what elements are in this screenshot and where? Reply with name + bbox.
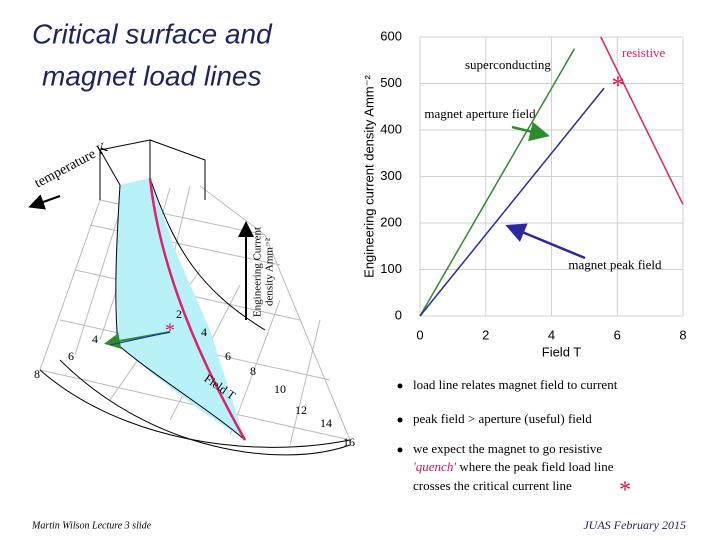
temperature-tick: 6 (68, 349, 74, 363)
x-tick-label: 4 (548, 327, 555, 342)
y-tick-label: 100 (380, 261, 402, 276)
marker: * (165, 320, 175, 342)
field-tick: 8 (250, 364, 256, 378)
x-tick-label: 6 (614, 327, 621, 342)
bullet-text: where the peak field load line (459, 459, 613, 474)
annotation: resistive (622, 45, 666, 60)
y-tick-label: 500 (380, 75, 402, 90)
field-tick: 4 (201, 325, 207, 339)
field-tick: 6 (225, 349, 231, 363)
field-tick: 16 (343, 435, 355, 449)
footer-left: Martin Wilson Lecture 3 slide (31, 520, 152, 531)
annotation: superconducting (465, 57, 551, 72)
x-tick-label: 2 (482, 327, 489, 342)
x-tick-label: 0 (416, 327, 423, 342)
temperature-tick: 2 (176, 307, 182, 321)
y-axis-label: Engineering current density Amm⁻² (361, 74, 376, 277)
annotation: magnet peak field (568, 257, 662, 272)
field-tick: 12 (295, 403, 307, 417)
temperature-tick: 8 (34, 367, 40, 381)
bullet: peak field > aperture (useful) field (413, 411, 592, 426)
critical-surface-diagram (28, 139, 351, 456)
temperature-label: temperature K (32, 140, 110, 191)
current-label: Engineering Current (252, 227, 264, 317)
x-axis-label: Field T (542, 344, 582, 359)
footer-right: JUAS February 2015 (583, 518, 686, 532)
bullet: 'quench' where the peak field load line (413, 459, 614, 474)
marker: * (619, 478, 631, 504)
bullet: load line relates magnet field to curren… (413, 377, 618, 392)
series-line (600, 36, 684, 205)
series-line (419, 48, 576, 317)
x-tick-label: 8 (679, 327, 686, 342)
quench: 'quench' (413, 459, 456, 474)
y-tick-label: 0 (395, 307, 402, 322)
bullet: we expect the magnet to go resistive (413, 441, 602, 456)
title-line: magnet load lines (42, 60, 261, 91)
temperature-tick: 4 (92, 332, 98, 346)
bullets: load line relates magnet field to curren… (397, 377, 631, 504)
marker: * (612, 71, 625, 100)
series-line (419, 87, 605, 317)
title-line: Critical surface and (32, 18, 273, 49)
y-tick-label: 600 (380, 28, 402, 43)
y-tick-label: 400 (380, 121, 402, 136)
current-label: density Amm⁻² (264, 237, 276, 306)
diagram-ticks: 8 6 4 2 4 6 8 10 12 14 16 (34, 307, 355, 449)
field-tick: 14 (320, 416, 332, 430)
annotation: magnet aperture field (424, 106, 536, 121)
field-tick: 10 (274, 382, 286, 396)
bullet: crosses the critical current line (413, 478, 572, 493)
y-tick-label: 200 (380, 214, 402, 229)
y-tick-label: 300 (380, 168, 402, 183)
